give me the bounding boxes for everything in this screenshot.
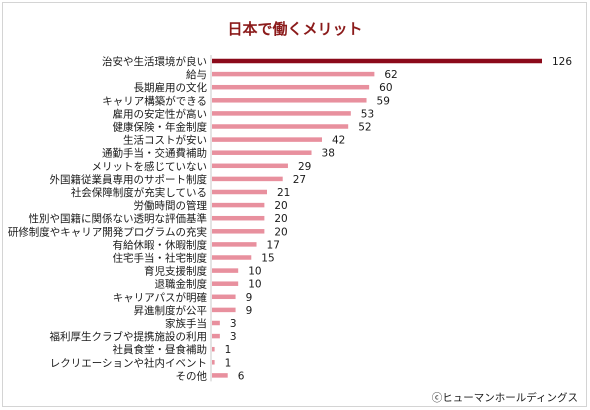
category-label: 外国籍従業員専用のサポート制度 (50, 173, 208, 186)
bar (212, 373, 228, 378)
bar (212, 163, 288, 169)
bar (212, 189, 267, 195)
bar (212, 124, 349, 129)
category-label: 生活コストが安い (123, 134, 207, 147)
data-label: 9 (246, 292, 253, 304)
bar (212, 71, 375, 77)
data-label: 1 (225, 357, 232, 369)
bar-chart: 日本で働くメリット 治安や生活環境が良い 126 給与 62 長期雇用の文化 60 キャリア… (8, 20, 578, 404)
bar (212, 202, 265, 208)
bar (212, 320, 220, 326)
category-label: 健康保険・年金制度 (113, 121, 208, 134)
data-label: 126 (552, 56, 572, 68)
plot-area: 治安や生活環境が良い 126 給与 62 長期雇用の文化 60 キャリア構築ができる 59 雇用… (8, 55, 572, 382)
category-label: 社員食堂・昼食補助 (113, 343, 208, 356)
bar (212, 111, 351, 116)
data-label: 59 (377, 95, 390, 107)
data-label: 9 (246, 305, 253, 317)
category-label: その他 (176, 369, 208, 382)
bar (212, 176, 283, 182)
data-label: 20 (274, 200, 287, 212)
data-label: 20 (274, 213, 287, 225)
credit-text: ⓒヒューマンホールディングス (432, 391, 578, 404)
data-label: 3 (230, 331, 237, 343)
data-label: 62 (384, 69, 397, 81)
data-label: 10 (248, 266, 261, 278)
bar (212, 333, 220, 339)
data-label: 42 (332, 135, 345, 147)
bar (212, 294, 236, 300)
data-label: 60 (379, 82, 392, 94)
bar (212, 360, 215, 365)
bar (212, 268, 239, 273)
category-label: 福利厚生クラブや提携施設の利用 (50, 330, 208, 343)
chart-title: 日本で働くメリット (227, 20, 362, 38)
bar (212, 58, 542, 64)
category-label: 社会保障制度が充実している (71, 186, 207, 199)
bar (212, 346, 215, 352)
bar (212, 98, 367, 103)
bar (212, 255, 252, 260)
category-label: 昇進制度が公平 (134, 304, 208, 317)
category-label: 雇用の安定性が高い (113, 107, 208, 120)
category-label: 治安や生活環境が良い (102, 55, 207, 68)
data-label: 21 (277, 187, 290, 199)
category-label: レクリエーションや社内イベント (50, 356, 207, 369)
category-label: 育児支援制度 (144, 265, 207, 278)
bar (212, 150, 312, 155)
data-label: 27 (293, 174, 306, 186)
bar (212, 215, 265, 221)
category-label: 退職金制度 (155, 278, 208, 291)
data-label: 10 (248, 279, 261, 291)
data-label: 20 (274, 226, 287, 238)
data-label: 1 (225, 344, 232, 356)
bar (212, 281, 239, 286)
data-label: 52 (358, 122, 371, 134)
bar (212, 229, 265, 234)
data-label: 38 (322, 148, 335, 160)
category-label: キャリアパスが明確 (113, 291, 207, 304)
category-label: 家族手当 (165, 317, 207, 330)
bar (212, 137, 322, 142)
category-label: 給与 (186, 68, 207, 81)
data-label: 17 (267, 239, 280, 251)
category-label: 研修制度やキャリア開発プログラムの充実 (8, 225, 208, 238)
chart-frame: 日本で働くメリット 治安や生活環境が良い 126 給与 62 長期雇用の文化 60 キャリア… (2, 2, 587, 407)
category-label: 労働時間の管理 (134, 199, 208, 212)
data-label: 6 (238, 370, 245, 382)
category-label: 長期雇用の文化 (134, 81, 208, 94)
bar (212, 242, 257, 247)
data-label: 29 (298, 161, 311, 173)
bar (212, 307, 236, 313)
category-label: 住宅手当・社宅制度 (113, 252, 208, 265)
category-label: キャリア構築ができる (102, 94, 207, 107)
category-label: 通勤手当・交通費補助 (102, 147, 207, 160)
data-label: 3 (230, 318, 237, 330)
category-label: 有給休暇・休暇制度 (113, 238, 208, 251)
data-label: 15 (261, 253, 274, 265)
data-label: 53 (361, 108, 374, 120)
bar (212, 84, 370, 90)
category-label: 性別や国籍に関係ない透明な評価基準 (29, 212, 208, 225)
category-label: メリットを感じていない (92, 160, 208, 173)
